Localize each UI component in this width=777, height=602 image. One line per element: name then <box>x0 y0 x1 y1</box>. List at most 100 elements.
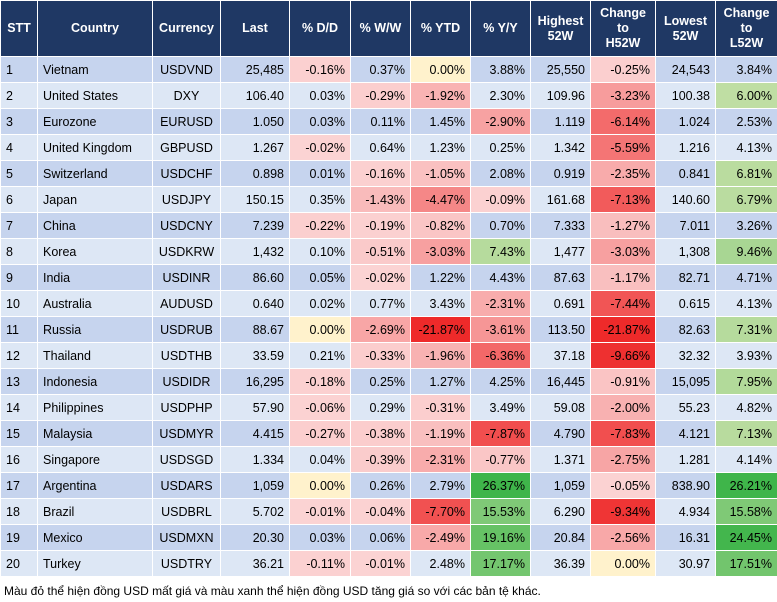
cell: 0.26% <box>350 472 411 499</box>
cell: -2.75% <box>590 446 656 473</box>
cell: -2.31% <box>410 446 471 473</box>
cell: 17.51% <box>715 550 777 577</box>
cell: 0.64% <box>350 134 411 161</box>
column-header: % W/W <box>350 0 411 57</box>
cell: EURUSD <box>152 108 221 135</box>
cell: USDSGD <box>152 446 221 473</box>
table-row: 17 Argentina USDARS 1,059 0.00% 0.26% 2.79% 26.… <box>0 472 777 499</box>
cell: 3.43% <box>410 290 471 317</box>
cell: 0.05% <box>289 264 351 291</box>
cell: -7.87% <box>470 420 531 447</box>
cell: Japan <box>37 186 153 213</box>
cell: 6.79% <box>715 186 777 213</box>
cell: 2.79% <box>410 472 471 499</box>
cell: 1.216 <box>655 134 716 161</box>
cell: 9 <box>0 264 38 291</box>
cell: Eurozone <box>37 108 153 135</box>
cell: 86.60 <box>220 264 290 291</box>
cell: 3 <box>0 108 38 135</box>
cell: -0.01% <box>350 550 411 577</box>
cell: USDMYR <box>152 420 221 447</box>
cell: 1.27% <box>410 368 471 395</box>
cell: -5.59% <box>590 134 656 161</box>
cell: Argentina <box>37 472 153 499</box>
footnote: Màu đỏ thể hiện đồng USD mất giá và màu … <box>4 584 541 598</box>
cell: -9.66% <box>590 342 656 369</box>
fx-table: STT Country Currency Last% D/D% W/W% YTD% Y… <box>0 0 777 577</box>
cell: 11 <box>0 316 38 343</box>
cell: 1.281 <box>655 446 716 473</box>
column-header: Lowest 52W <box>655 0 716 57</box>
cell: 5.702 <box>220 498 290 525</box>
cell: 1.342 <box>530 134 591 161</box>
cell: 4.121 <box>655 420 716 447</box>
cell: 1,432 <box>220 238 290 265</box>
cell: -0.29% <box>350 82 411 109</box>
cell: -0.02% <box>289 134 351 161</box>
cell: 10 <box>0 290 38 317</box>
cell: -2.69% <box>350 316 411 343</box>
cell: -0.22% <box>289 212 351 239</box>
cell: 4 <box>0 134 38 161</box>
cell: 0.841 <box>655 160 716 187</box>
cell: Brazil <box>37 498 153 525</box>
cell: 13 <box>0 368 38 395</box>
cell: 0.02% <box>289 290 351 317</box>
cell: -2.90% <box>470 108 531 135</box>
cell: -0.38% <box>350 420 411 447</box>
cell: -3.61% <box>470 316 531 343</box>
cell: -1.05% <box>410 160 471 187</box>
cell: 4.934 <box>655 498 716 525</box>
column-header: % D/D <box>289 0 351 57</box>
cell: 4.415 <box>220 420 290 447</box>
column-header: Highest 52W <box>530 0 591 57</box>
table-row: 5 Switzerland USDCHF 0.898 0.01% -0.16% -1.05%… <box>0 160 777 187</box>
cell: 4.43% <box>470 264 531 291</box>
cell: -1.27% <box>590 212 656 239</box>
cell: 55.23 <box>655 394 716 421</box>
column-header: % YTD <box>410 0 471 57</box>
cell: 7.31% <box>715 316 777 343</box>
cell: -0.01% <box>289 498 351 525</box>
table-row: 10 Australia AUDUSD 0.640 0.02% 0.77% 3.43% -2.… <box>0 290 777 317</box>
cell: 0.10% <box>289 238 351 265</box>
table-row: 20 Turkey USDTRY 36.21 -0.11% -0.01% 2.48% 17.1… <box>0 550 777 577</box>
cell: 6.81% <box>715 160 777 187</box>
table-row: 18 Brazil USDBRL 5.702 -0.01% -0.04% -7.70% 15.… <box>0 498 777 525</box>
table-row: 15 Malaysia USDMYR 4.415 -0.27% -0.38% -1.19% -… <box>0 420 777 447</box>
cell: -0.18% <box>289 368 351 395</box>
cell: 7.13% <box>715 420 777 447</box>
cell: 57.90 <box>220 394 290 421</box>
cell: 1.024 <box>655 108 716 135</box>
cell: 0.01% <box>289 160 351 187</box>
cell: -0.19% <box>350 212 411 239</box>
cell: 1.334 <box>220 446 290 473</box>
cell: 0.70% <box>470 212 531 239</box>
header-row: STT Country Currency Last% D/D% W/W% YTD% Y… <box>0 0 777 57</box>
cell: 88.67 <box>220 316 290 343</box>
cell: -0.51% <box>350 238 411 265</box>
cell: -1.92% <box>410 82 471 109</box>
cell: 87.63 <box>530 264 591 291</box>
cell: 37.18 <box>530 342 591 369</box>
column-header: Last <box>220 0 290 57</box>
cell: 19.16% <box>470 524 531 551</box>
cell: -2.35% <box>590 160 656 187</box>
table-row: 19 Mexico USDMXN 20.30 0.03% 0.06% -2.49% 19.16… <box>0 524 777 551</box>
cell: USDTRY <box>152 550 221 577</box>
column-header: Change to L52W <box>715 0 777 57</box>
cell: 0.03% <box>289 524 351 551</box>
cell: 0.00% <box>410 56 471 83</box>
cell: 26.21% <box>715 472 777 499</box>
cell: United Kingdom <box>37 134 153 161</box>
cell: USDPHP <box>152 394 221 421</box>
cell: Philippines <box>37 394 153 421</box>
cell: -7.13% <box>590 186 656 213</box>
cell: India <box>37 264 153 291</box>
cell: 19 <box>0 524 38 551</box>
cell: 7.95% <box>715 368 777 395</box>
cell: 1.22% <box>410 264 471 291</box>
cell: 6 <box>0 186 38 213</box>
cell: 0.615 <box>655 290 716 317</box>
